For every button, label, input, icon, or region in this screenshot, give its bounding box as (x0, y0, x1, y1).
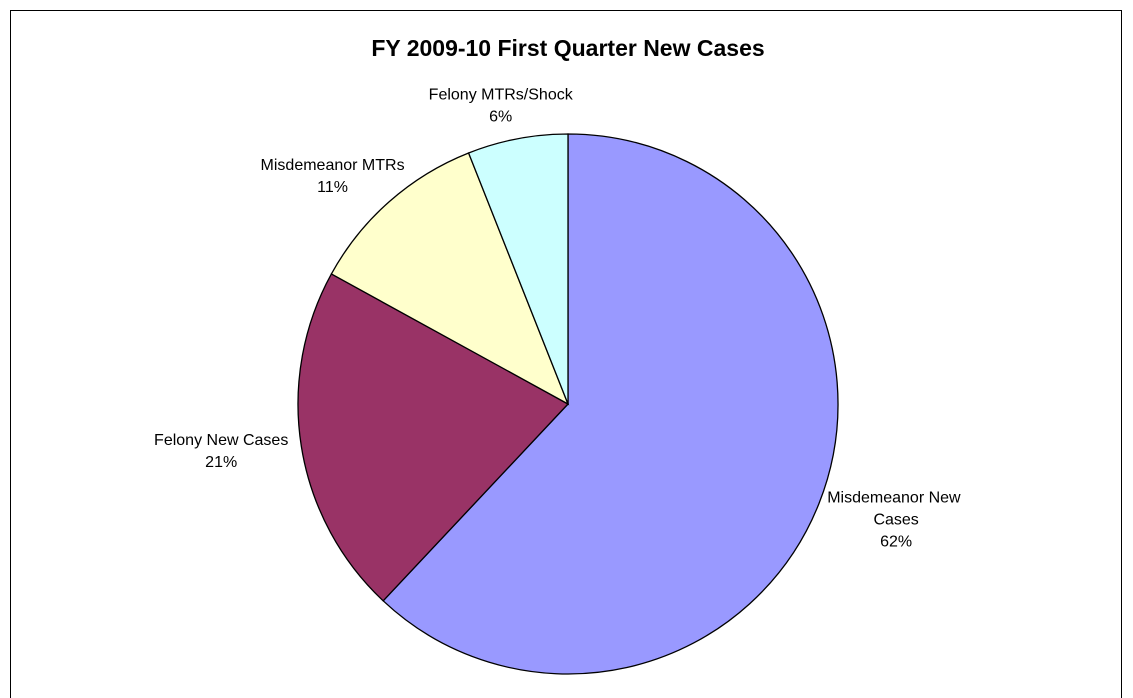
slice-label: Felony New Cases 21% (154, 432, 288, 471)
chart-title: FY 2009-10 First Quarter New Cases (371, 35, 764, 61)
slice-label: Misdemeanor MTRs 11% (261, 157, 405, 196)
slice-label-name: Felony MTRs/Shock (429, 86, 574, 103)
slice-label-value: 11% (317, 179, 348, 196)
slice-label-value: 21% (205, 454, 237, 471)
slice-label-value: 62% (880, 533, 912, 550)
slice-label: Felony MTRs/Shock 6% (429, 86, 574, 125)
slice-label: Misdemeanor New Cases 62% (827, 489, 965, 550)
slice-label-name: Misdemeanor New Cases (827, 489, 965, 528)
slice-label-value: 6% (489, 108, 512, 125)
slice-label-name: Felony New Cases (154, 432, 288, 449)
pie-slice (382, 133, 839, 675)
slice-label-name: Misdemeanor MTRs (261, 157, 405, 174)
pie-slice (467, 133, 569, 405)
pie-slice (297, 273, 570, 602)
pie-slice (330, 152, 570, 406)
